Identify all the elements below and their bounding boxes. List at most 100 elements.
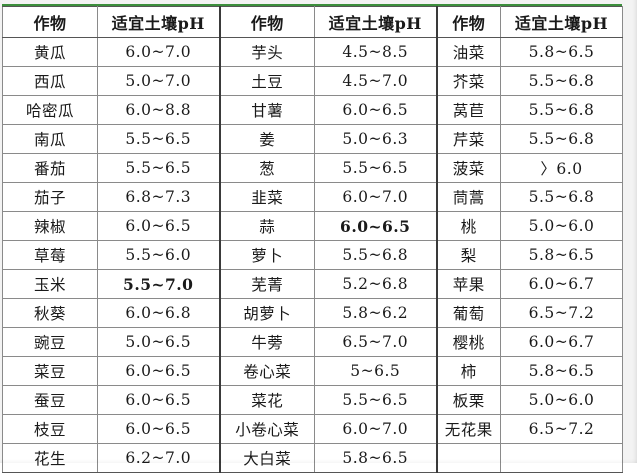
cell-ph-1: 6.0~8.8 <box>97 95 220 125</box>
table-body: 黄瓜 6.0~7.0 芋头 4.5~8.5 油菜 5.8~6.5 西瓜 5.0~7.0 土豆 4.… <box>2 37 623 473</box>
cell-crop-2: 芜菁 <box>218 269 315 299</box>
cell-crop-3: 樱桃 <box>435 327 501 357</box>
cell-ph-2: 5.5~6.8 <box>314 240 437 270</box>
table-row: 辣椒 6.0~6.5 蒜 6.0~6.5 桃 5.0~6.0 <box>2 211 623 241</box>
accent-rule-top <box>2 4 622 6</box>
cell-ph-3-empty <box>500 443 623 473</box>
cell-crop-3-empty <box>435 443 501 473</box>
cell-crop-1: 花生 <box>2 443 98 473</box>
cell-ph-3: 5.0~6.0 <box>500 385 623 415</box>
cell-ph-3: 5.5~6.8 <box>500 95 623 125</box>
cell-ph-2: 5.8~6.2 <box>314 298 437 328</box>
cell-crop-1: 番茄 <box>2 153 98 183</box>
cell-ph-1: 6.0~7.0 <box>97 37 220 67</box>
table-row: 玉米 5.5~7.0 芜菁 5.2~6.8 苹果 6.0~6.7 <box>2 269 623 299</box>
cell-crop-1: 秋葵 <box>2 298 98 328</box>
cell-ph-1: 5.5~6.0 <box>97 240 220 270</box>
cell-ph-2: 5.5~6.5 <box>314 385 437 415</box>
table-row: 番茄 5.5~6.5 葱 5.5~6.5 菠菜 〉6.0 <box>2 153 623 183</box>
cell-crop-1: 辣椒 <box>2 211 98 241</box>
cell-crop-3: 茼蒿 <box>435 182 501 212</box>
cell-crop-3: 苹果 <box>435 269 501 299</box>
cell-crop-1: 黄瓜 <box>2 37 98 67</box>
cell-ph-1: 5.5~6.5 <box>97 124 220 154</box>
table-row: 哈密瓜 6.0~8.8 甘薯 6.0~6.5 莴苣 5.5~6.8 <box>2 95 623 125</box>
cell-ph-2: 6.5~7.0 <box>314 327 437 357</box>
cell-ph-1: 6.0~6.5 <box>97 414 220 444</box>
cell-ph-3: 5.5~6.8 <box>500 66 623 96</box>
cell-ph-3: 5.8~6.5 <box>500 37 623 67</box>
cell-crop-1: 哈密瓜 <box>2 95 98 125</box>
cell-ph-3: 5.8~6.5 <box>500 240 623 270</box>
cell-ph-3: 6.0~6.7 <box>500 269 623 299</box>
table-header: 作物 适宜土壤pH 作物 适宜土壤pH 作物 适宜土壤pH <box>2 6 623 38</box>
cell-crop-2: 葱 <box>218 153 315 183</box>
cell-crop-2: 蒜 <box>218 211 315 241</box>
cell-crop-1: 豌豆 <box>2 327 98 357</box>
cell-ph-1: 6.2~7.0 <box>97 443 220 473</box>
table-row: 豌豆 5.0~6.5 牛蒡 6.5~7.0 樱桃 6.0~6.7 <box>2 327 623 357</box>
cell-crop-2: 萝卜 <box>218 240 315 270</box>
cell-ph-2: 5~6.5 <box>314 356 437 386</box>
cell-crop-3: 油菜 <box>435 37 501 67</box>
cell-crop-2: 牛蒡 <box>218 327 315 357</box>
cell-crop-2: 甘薯 <box>218 95 315 125</box>
table-row: 菜豆 6.0~6.5 卷心菜 5~6.5 柿 5.8~6.5 <box>2 356 623 386</box>
crop-soil-ph-table: 作物 适宜土壤pH 作物 适宜土壤pH 作物 适宜土壤pH 黄瓜 6.0~7.0 芋… <box>2 6 623 473</box>
cell-crop-2: 小卷心菜 <box>218 414 315 444</box>
cell-crop-2: 卷心菜 <box>218 356 315 386</box>
header-crop-2: 作物 <box>218 6 315 38</box>
cell-crop-3: 桃 <box>435 211 501 241</box>
cell-crop-2: 韭菜 <box>218 182 315 212</box>
cell-ph-3: 5.8~6.5 <box>500 356 623 386</box>
cell-ph-1: 5.5~7.0 <box>97 269 220 299</box>
cell-ph-2: 5.5~6.5 <box>314 153 437 183</box>
table-row: 蚕豆 6.0~6.5 菜花 5.5~6.5 板栗 5.0~6.0 <box>2 385 623 415</box>
cell-crop-3: 板栗 <box>435 385 501 415</box>
cell-ph-2: 6.0~7.0 <box>314 414 437 444</box>
cell-ph-3: 〉6.0 <box>500 153 623 183</box>
cell-crop-1: 西瓜 <box>2 66 98 96</box>
cell-ph-1: 6.0~6.5 <box>97 211 220 241</box>
table-row: 秋葵 6.0~6.8 胡萝卜 5.8~6.2 葡萄 6.5~7.2 <box>2 298 623 328</box>
cell-ph-3: 5.5~6.8 <box>500 182 623 212</box>
header-crop-1: 作物 <box>2 6 98 38</box>
table-row: 茄子 6.8~7.3 韭菜 6.0~7.0 茼蒿 5.5~6.8 <box>2 182 623 212</box>
cell-crop-3: 莴苣 <box>435 95 501 125</box>
header-row: 作物 适宜土壤pH 作物 适宜土壤pH 作物 适宜土壤pH <box>2 6 623 38</box>
cell-ph-1: 5.0~7.0 <box>97 66 220 96</box>
table-row: 西瓜 5.0~7.0 土豆 4.5~7.0 芥菜 5.5~6.8 <box>2 66 623 96</box>
cell-ph-1: 5.0~6.5 <box>97 327 220 357</box>
cell-crop-1: 蚕豆 <box>2 385 98 415</box>
table-row: 草莓 5.5~6.0 萝卜 5.5~6.8 梨 5.8~6.5 <box>2 240 623 270</box>
cell-crop-2: 姜 <box>218 124 315 154</box>
cell-crop-1: 南瓜 <box>2 124 98 154</box>
cell-ph-1: 6.8~7.3 <box>97 182 220 212</box>
cell-ph-3: 6.0~6.7 <box>500 327 623 357</box>
cell-crop-2: 芋头 <box>218 37 315 67</box>
cell-ph-1: 6.0~6.5 <box>97 356 220 386</box>
cell-crop-2: 胡萝卜 <box>218 298 315 328</box>
cell-crop-1: 枝豆 <box>2 414 98 444</box>
header-ph-1: 适宜土壤pH <box>97 6 220 38</box>
cell-crop-3: 葡萄 <box>435 298 501 328</box>
cell-ph-1: 6.0~6.5 <box>97 385 220 415</box>
cell-crop-3: 无花果 <box>435 414 501 444</box>
cell-ph-1: 6.0~6.8 <box>97 298 220 328</box>
cell-crop-3: 芹菜 <box>435 124 501 154</box>
cell-ph-2: 5.8~6.5 <box>314 443 437 473</box>
cell-crop-2: 土豆 <box>218 66 315 96</box>
cell-ph-1: 5.5~6.5 <box>97 153 220 183</box>
cell-ph-3: 6.5~7.2 <box>500 298 623 328</box>
cell-crop-1: 菜豆 <box>2 356 98 386</box>
cell-ph-2: 4.5~8.5 <box>314 37 437 67</box>
cell-crop-2: 大白菜 <box>218 443 315 473</box>
cell-crop-3: 芥菜 <box>435 66 501 96</box>
cell-crop-3: 菠菜 <box>435 153 501 183</box>
cell-crop-3: 梨 <box>435 240 501 270</box>
table-row: 黄瓜 6.0~7.0 芋头 4.5~8.5 油菜 5.8~6.5 <box>2 37 623 67</box>
cell-ph-2: 6.0~6.5 <box>314 95 437 125</box>
cell-ph-3: 5.5~6.8 <box>500 124 623 154</box>
table-row: 南瓜 5.5~6.5 姜 5.0~6.3 芹菜 5.5~6.8 <box>2 124 623 154</box>
